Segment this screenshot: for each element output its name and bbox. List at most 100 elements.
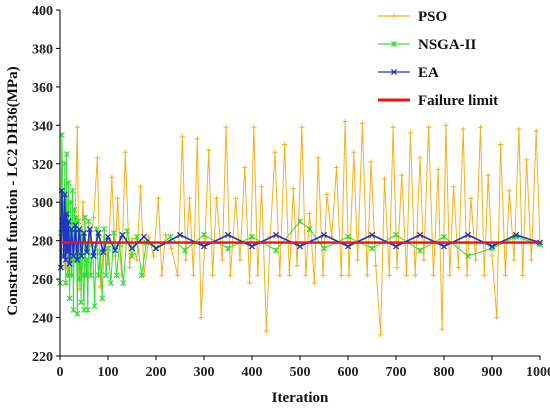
- data-point-ea: [78, 252, 85, 260]
- legend-label-failure-limit: Failure limit: [418, 93, 498, 109]
- data-point-nsga-ii: [103, 272, 110, 279]
- data-point-pso: [523, 157, 530, 163]
- x-tick-label: 0: [57, 365, 64, 380]
- data-point-pso: [378, 332, 384, 338]
- data-point-ea: [512, 231, 520, 238]
- data-point-nsga-ii: [417, 247, 423, 254]
- data-point-pso: [206, 147, 212, 153]
- data-point-pso: [394, 264, 400, 271]
- data-point-ea: [464, 231, 472, 238]
- data-point-pso: [290, 186, 296, 192]
- x-tick-label: 400: [242, 365, 263, 380]
- data-point-nsga-ii: [249, 233, 255, 240]
- data-point-pso: [138, 184, 144, 190]
- data-point-pso: [242, 165, 248, 171]
- data-point-pso: [282, 141, 288, 148]
- data-point-ea: [176, 231, 184, 238]
- data-point-nsga-ii: [82, 272, 89, 279]
- x-tick-label: 600: [338, 365, 359, 380]
- data-point-nsga-ii: [66, 295, 73, 302]
- series-line-nsga-ii: [59, 134, 541, 315]
- data-point-pso: [194, 136, 200, 142]
- data-point-pso: [94, 155, 101, 161]
- y-tick-label: 240: [32, 312, 53, 327]
- data-point-pso: [159, 272, 165, 278]
- legend: PSO NSGA-II EA Failure limit: [374, 4, 542, 118]
- data-point-nsga-ii: [91, 303, 98, 310]
- data-point-pso: [426, 124, 432, 130]
- series-pso: [58, 118, 543, 338]
- data-point-pso: [263, 328, 269, 334]
- data-point-nsga-ii: [345, 233, 351, 240]
- data-point-pso: [190, 272, 197, 278]
- y-tick-label: 260: [32, 273, 53, 288]
- data-point-ea: [344, 243, 352, 250]
- data-point-ea: [248, 243, 256, 250]
- legend-marker-nsga-ii: [391, 41, 397, 47]
- data-point-pso: [259, 184, 265, 190]
- data-point-ea: [64, 249, 71, 256]
- data-point-nsga-ii: [68, 272, 75, 279]
- data-point-pso: [134, 257, 140, 263]
- data-point-ea: [488, 243, 496, 250]
- x-tick-label: 100: [98, 365, 119, 380]
- data-point-pso: [520, 272, 526, 278]
- data-point-pso: [506, 188, 512, 194]
- x-tick-label: 1000: [526, 365, 550, 380]
- data-point-pso: [233, 195, 239, 201]
- legend-label-nsga-ii: NSGA-II: [418, 37, 477, 53]
- data-point-nsga-ii: [99, 295, 106, 302]
- y-tick-label: 280: [32, 235, 53, 250]
- data-point-pso: [407, 130, 413, 136]
- data-point-nsga-ii: [321, 245, 327, 252]
- data-point-pso: [223, 124, 229, 130]
- y-tick-label: 220: [32, 350, 53, 365]
- data-point-pso: [286, 272, 293, 278]
- legend-marker-pso: [391, 13, 397, 19]
- data-point-pso: [455, 264, 461, 271]
- data-point-nsga-ii: [110, 229, 117, 236]
- data-point-pso: [533, 128, 539, 134]
- data-point-pso: [460, 126, 466, 132]
- data-point-ea: [83, 249, 90, 256]
- data-point-pso: [473, 257, 479, 263]
- data-point-nsga-ii: [69, 187, 76, 194]
- data-point-pso: [237, 257, 243, 263]
- data-point-pso: [403, 272, 410, 278]
- data-point-pso: [247, 280, 253, 286]
- data-point-ea: [152, 245, 160, 252]
- data-point-pso: [251, 124, 257, 130]
- data-point-pso: [122, 149, 128, 155]
- data-point-pso: [498, 141, 504, 148]
- data-point-pso: [118, 272, 125, 278]
- data-point-pso: [227, 272, 233, 278]
- data-point-pso: [489, 253, 495, 259]
- data-point-pso: [338, 272, 344, 278]
- data-point-pso: [511, 257, 517, 263]
- series-nsga-ii: [57, 131, 543, 317]
- data-point-pso: [447, 272, 453, 278]
- data-point-ea: [61, 191, 68, 198]
- data-point-nsga-ii: [84, 306, 91, 313]
- data-point-nsga-ii: [113, 272, 120, 279]
- data-point-pso: [202, 236, 208, 242]
- data-point-ea: [112, 247, 119, 254]
- data-point-pso: [272, 149, 278, 155]
- legend-item-nsga-ii: NSGA-II: [378, 37, 477, 53]
- data-point-nsga-ii: [95, 272, 102, 279]
- data-point-pso: [168, 245, 174, 251]
- data-point-ea: [440, 243, 448, 250]
- data-point-ea: [63, 210, 70, 217]
- data-point-nsga-ii: [297, 218, 303, 225]
- data-point-nsga-ii: [138, 272, 145, 279]
- data-point-pso: [163, 232, 169, 238]
- data-point-nsga-ii: [67, 199, 74, 206]
- data-point-pso: [179, 134, 185, 140]
- data-point-ea: [80, 229, 88, 237]
- data-point-pso: [129, 236, 135, 242]
- data-point-pso: [91, 215, 97, 221]
- legend-label-pso: PSO: [418, 9, 447, 25]
- legend-item-failure-limit: Failure limit: [378, 93, 498, 109]
- data-point-pso: [477, 124, 484, 130]
